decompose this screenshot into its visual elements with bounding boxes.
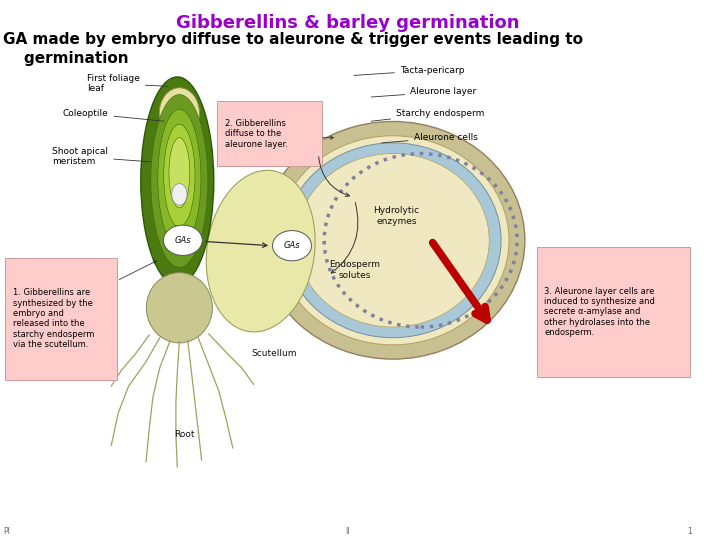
Ellipse shape bbox=[206, 170, 315, 332]
Ellipse shape bbox=[158, 109, 201, 247]
Text: Coleoptile: Coleoptile bbox=[63, 109, 164, 121]
Ellipse shape bbox=[297, 153, 489, 327]
Circle shape bbox=[273, 231, 312, 261]
Text: 3. Aleurone layer cells are
induced to synthesize and
secrete α-amylase and
othe: 3. Aleurone layer cells are induced to s… bbox=[544, 287, 655, 337]
Ellipse shape bbox=[151, 94, 208, 267]
Circle shape bbox=[163, 225, 202, 255]
Text: Starchy endosperm: Starchy endosperm bbox=[372, 109, 485, 121]
Text: First foliage
leaf: First foliage leaf bbox=[87, 74, 168, 93]
Text: 2. Gibberellins
diffuse to the
aleurone layer.: 2. Gibberellins diffuse to the aleurone … bbox=[225, 119, 287, 148]
Text: Shoot apical
meristem: Shoot apical meristem bbox=[52, 147, 150, 166]
Text: Aleurone layer: Aleurone layer bbox=[372, 87, 477, 97]
Text: 1. Gibberellins are
synthesized by the
embryo and
released into the
starchy endo: 1. Gibberellins are synthesized by the e… bbox=[12, 288, 94, 349]
Ellipse shape bbox=[284, 143, 501, 338]
Text: Hydrolytic
enzymes: Hydrolytic enzymes bbox=[373, 206, 419, 226]
Text: GAs: GAs bbox=[174, 236, 191, 245]
FancyBboxPatch shape bbox=[217, 101, 322, 166]
Ellipse shape bbox=[163, 124, 195, 227]
Text: Scutellum: Scutellum bbox=[252, 349, 297, 358]
Text: Aleurone cells: Aleurone cells bbox=[382, 133, 477, 143]
Ellipse shape bbox=[276, 136, 509, 345]
Text: Endosperm
solutes: Endosperm solutes bbox=[329, 260, 380, 280]
Text: ll: ll bbox=[346, 526, 350, 536]
Ellipse shape bbox=[171, 184, 187, 205]
Ellipse shape bbox=[146, 273, 212, 343]
FancyBboxPatch shape bbox=[536, 247, 690, 377]
Text: GAs: GAs bbox=[284, 241, 300, 250]
Ellipse shape bbox=[169, 138, 190, 208]
Text: GA made by embryo diffuse to aleurone & trigger events leading to: GA made by embryo diffuse to aleurone & … bbox=[4, 32, 583, 48]
Text: germination: germination bbox=[4, 51, 129, 66]
Ellipse shape bbox=[261, 122, 525, 359]
Text: 1: 1 bbox=[687, 526, 692, 536]
Ellipse shape bbox=[141, 77, 214, 285]
Text: Gibberellins & barley germination: Gibberellins & barley germination bbox=[176, 14, 519, 31]
Text: Pl: Pl bbox=[4, 526, 10, 536]
FancyBboxPatch shape bbox=[5, 258, 117, 380]
Text: Tacta-pericarp: Tacta-pericarp bbox=[354, 66, 464, 76]
Ellipse shape bbox=[159, 87, 199, 139]
Text: Root: Root bbox=[174, 430, 194, 439]
